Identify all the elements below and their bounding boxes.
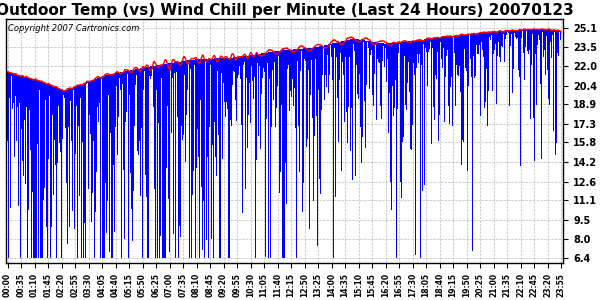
Title: Outdoor Temp (vs) Wind Chill per Minute (Last 24 Hours) 20070123: Outdoor Temp (vs) Wind Chill per Minute … (0, 3, 574, 18)
Text: Copyright 2007 Cartronics.com: Copyright 2007 Cartronics.com (8, 24, 140, 33)
